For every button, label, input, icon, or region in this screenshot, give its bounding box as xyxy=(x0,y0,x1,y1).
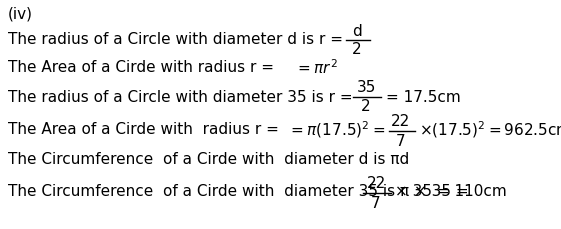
Text: 2: 2 xyxy=(352,42,362,57)
Text: d: d xyxy=(352,23,362,38)
Text: The radius of a Circle with diameter d is r =: The radius of a Circle with diameter d i… xyxy=(8,32,343,47)
Text: 22: 22 xyxy=(392,114,411,129)
Text: $=\pi(17.5)^2=$: $=\pi(17.5)^2=$ xyxy=(288,119,385,140)
Text: 7: 7 xyxy=(396,133,406,148)
Text: The Circumference  of a Cirde with  diameter d is πd: The Circumference of a Cirde with diamet… xyxy=(8,152,410,167)
Text: The Circumference  of a Cirde with  diameter 35 is π × 35 =: The Circumference of a Cirde with diamet… xyxy=(8,184,468,199)
Text: × 35 = 110cm: × 35 = 110cm xyxy=(395,184,507,199)
Text: The radius of a Circle with diameter 35 is r =: The radius of a Circle with diameter 35 … xyxy=(8,89,353,104)
Text: 35: 35 xyxy=(356,80,376,95)
Text: The Area of a Cirde with  radius r =: The Area of a Cirde with radius r = xyxy=(8,122,279,137)
Text: The Area of a Cirde with radius r =: The Area of a Cirde with radius r = xyxy=(8,60,274,75)
Text: 22: 22 xyxy=(366,176,385,191)
Text: = 17.5cm: = 17.5cm xyxy=(386,89,461,104)
Text: $=\pi r^2$: $=\pi r^2$ xyxy=(295,58,338,77)
Text: $\times(17.5)^2=962.5\mathrm{cm}^2$: $\times(17.5)^2=962.5\mathrm{cm}^2$ xyxy=(419,119,561,140)
Text: 2: 2 xyxy=(361,99,371,114)
Text: (iv): (iv) xyxy=(8,6,33,21)
Text: 7: 7 xyxy=(371,195,381,210)
